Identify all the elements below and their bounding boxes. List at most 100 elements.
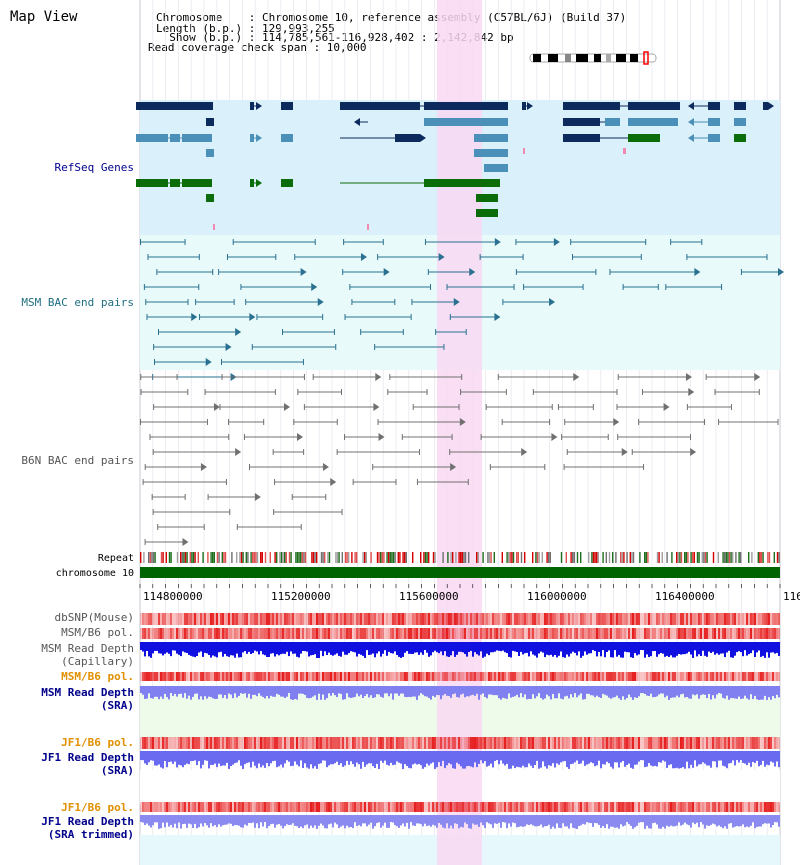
depth-bar	[572, 815, 574, 828]
polymorphism-cell	[542, 737, 544, 749]
depth-bar	[382, 815, 384, 826]
repeat-element	[402, 552, 404, 563]
highlight-region[interactable]	[437, 0, 482, 865]
polymorphism-cell	[220, 672, 222, 681]
polymorphism-cell	[594, 802, 596, 812]
polymorphism-cell	[754, 628, 756, 639]
depth-bar	[532, 642, 534, 655]
polymorphism-cell	[762, 737, 764, 749]
repeat-element	[274, 552, 276, 563]
polymorphism-cell	[584, 802, 586, 812]
polymorphism-cell	[662, 737, 664, 749]
depth-bar	[604, 642, 606, 658]
polymorphism-cell	[178, 613, 180, 625]
depth-bar	[564, 686, 566, 697]
polymorphism-cell	[248, 737, 250, 749]
depth-bar	[542, 751, 544, 762]
depth-bar	[744, 751, 746, 764]
polymorphism-cell	[584, 672, 586, 681]
depth-bar	[558, 642, 560, 656]
polymorphism-cell	[544, 737, 546, 749]
depth-bar	[670, 686, 672, 698]
msm-bac-features[interactable]	[139, 238, 784, 381]
depth-bar	[190, 815, 192, 825]
depth-bar	[222, 751, 224, 766]
depth-bar	[488, 815, 490, 824]
polymorphism-cell	[646, 802, 648, 812]
depth-bar	[316, 815, 318, 829]
depth-bar	[170, 686, 172, 693]
polymorphism-cell	[516, 613, 518, 625]
gene-marker-pink	[367, 224, 369, 230]
depth-bar	[156, 815, 158, 823]
polymorphism-cell	[558, 628, 560, 639]
depth-bar	[312, 686, 314, 697]
lower-tracks[interactable]	[140, 613, 780, 829]
polymorphism-cell	[258, 672, 260, 681]
polymorphism-cell	[724, 802, 726, 812]
polymorphism-cell	[616, 613, 618, 625]
depth-bar	[276, 686, 278, 694]
depth-bar	[536, 642, 538, 658]
depth-bar	[360, 686, 362, 695]
polymorphism-cell	[620, 737, 622, 749]
repeat-element	[656, 552, 659, 563]
polymorphism-cell	[592, 802, 594, 812]
polymorphism-cell	[694, 802, 696, 812]
polymorphism-cell	[764, 672, 766, 681]
depth-bar	[670, 642, 672, 656]
polymorphism-cell	[204, 802, 206, 812]
depth-bar	[260, 686, 262, 696]
polymorphism-cell	[402, 737, 404, 749]
polymorphism-cell	[624, 672, 626, 681]
depth-bar	[400, 686, 402, 694]
depth-bar	[390, 751, 392, 763]
polymorphism-cell	[702, 672, 704, 681]
depth-bar	[642, 642, 644, 651]
polymorphism-cell	[276, 613, 278, 625]
repeat-element	[168, 552, 171, 563]
depth-bar	[590, 686, 592, 696]
depth-bar	[284, 751, 286, 764]
polymorphism-cell	[330, 672, 332, 681]
refseq-gene-features[interactable]	[136, 102, 774, 230]
polymorphism-cell	[284, 672, 286, 681]
depth-bar	[144, 642, 146, 657]
polymorphism-cell	[390, 628, 392, 639]
polymorphism-cell	[582, 802, 584, 812]
depth-bar	[212, 642, 214, 656]
chromosome-ideogram[interactable]	[529, 51, 657, 65]
polymorphism-cell	[330, 802, 332, 812]
polymorphism-cell	[634, 737, 636, 749]
polymorphism-cell	[466, 672, 468, 681]
polymorphism-cell	[488, 628, 490, 639]
depth-bar	[646, 751, 648, 767]
depth-bar	[630, 815, 632, 826]
repeat-track[interactable]	[140, 552, 780, 563]
depth-bar	[512, 642, 514, 651]
polymorphism-cell	[624, 737, 626, 749]
depth-bar	[158, 815, 160, 829]
depth-bar	[492, 686, 494, 696]
depth-bar	[682, 751, 684, 768]
polymorphism-cell	[632, 737, 634, 749]
depth-bar	[174, 686, 176, 694]
repeat-element	[692, 552, 694, 563]
depth-bar	[368, 686, 370, 698]
chromosome-bar[interactable]	[140, 567, 780, 578]
polymorphism-cell	[568, 672, 570, 681]
polymorphism-cell	[288, 737, 290, 749]
depth-bar	[714, 642, 716, 655]
repeat-element	[245, 552, 247, 563]
depth-bar	[488, 686, 490, 695]
polymorphism-cell	[670, 737, 672, 749]
polymorphism-cell	[426, 628, 428, 639]
b6n-bac-features[interactable]	[140, 373, 779, 546]
depth-bar	[152, 815, 154, 826]
depth-bar	[612, 686, 614, 698]
polymorphism-cell	[610, 737, 612, 749]
depth-bar	[626, 751, 628, 765]
depth-bar	[548, 642, 550, 656]
depth-bar	[374, 815, 376, 827]
